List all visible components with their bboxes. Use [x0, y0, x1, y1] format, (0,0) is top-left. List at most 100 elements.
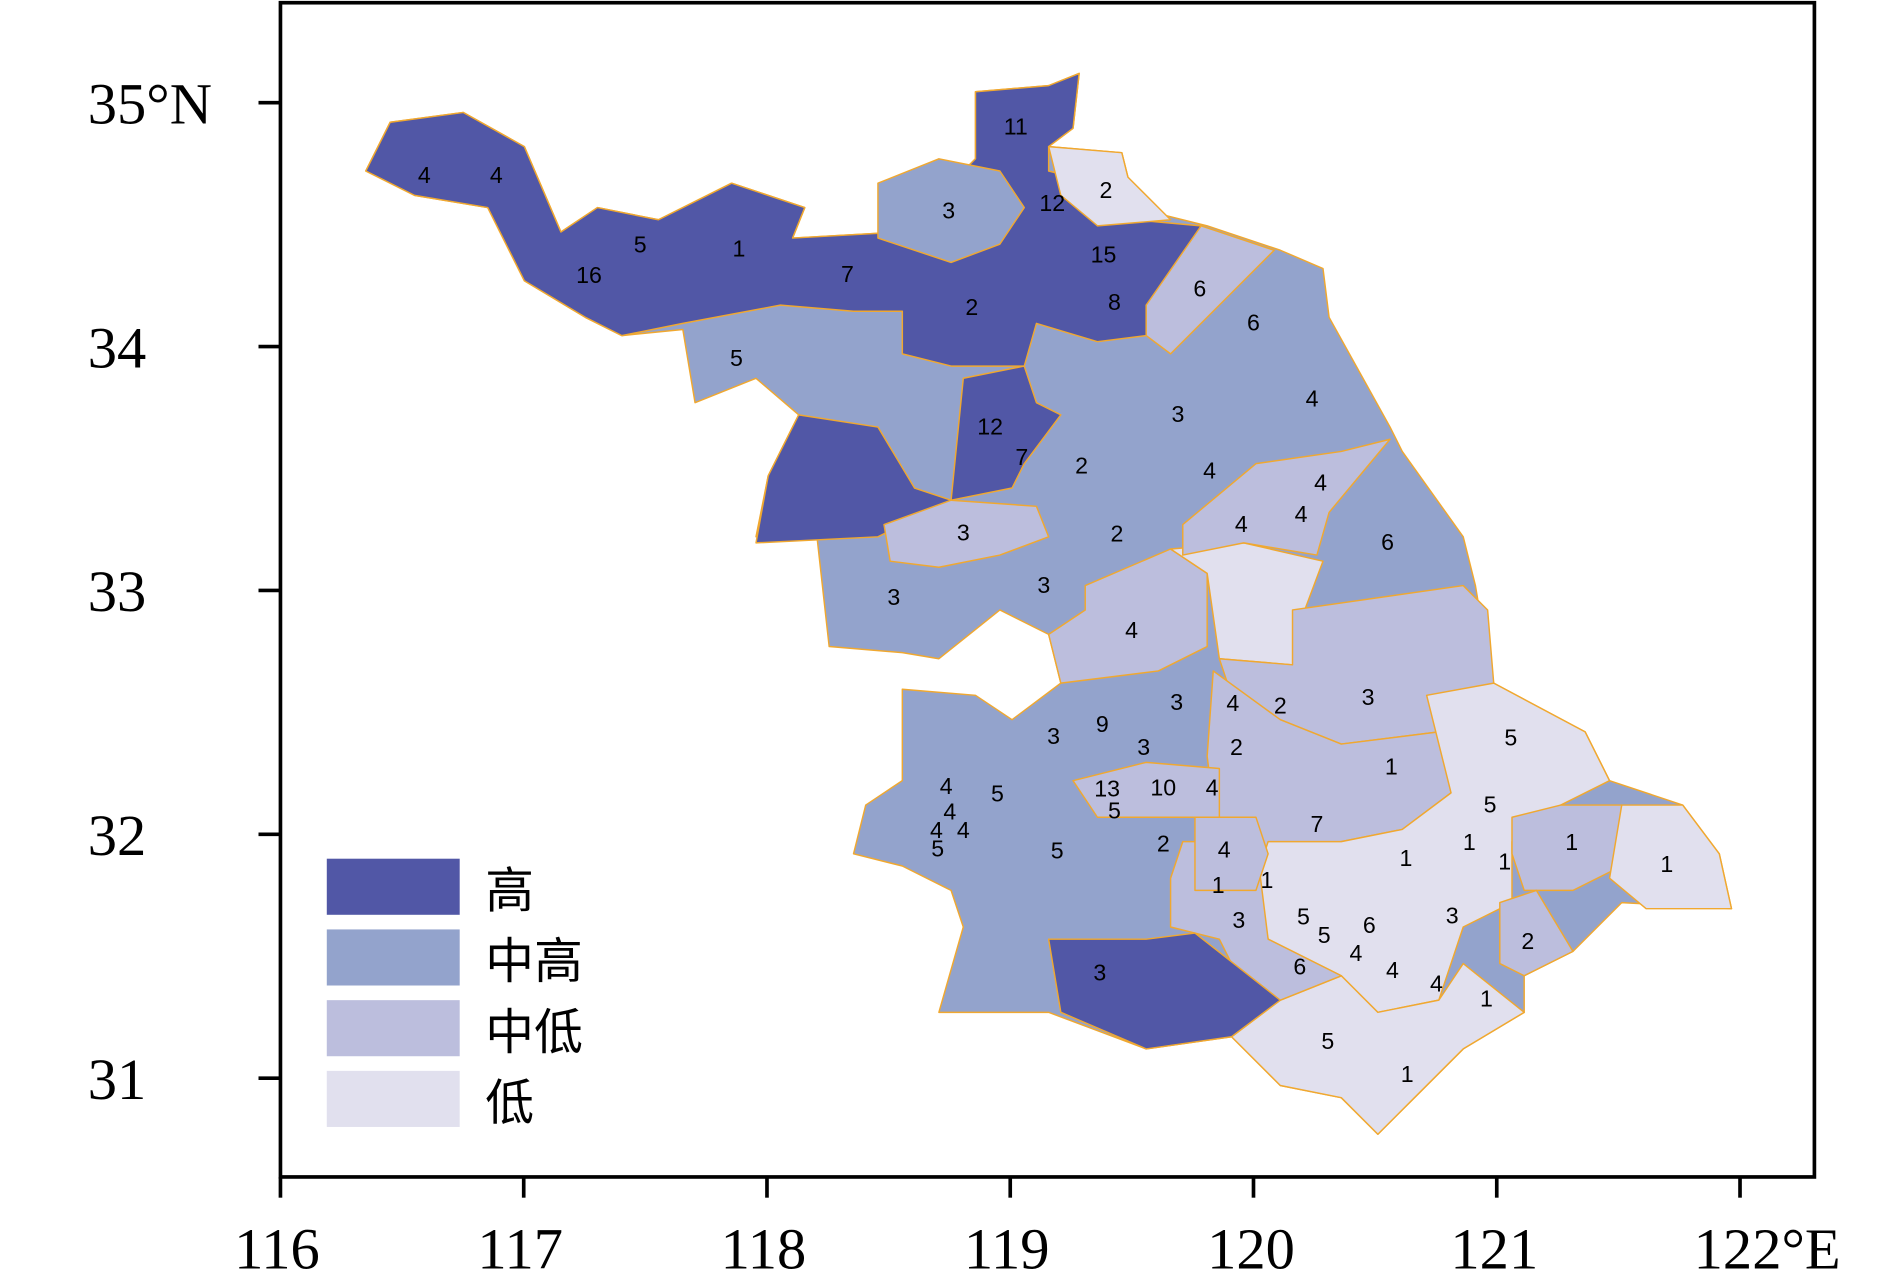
region-value-label: 3 — [1137, 734, 1150, 760]
region-value-label: 6 — [1193, 276, 1206, 302]
region-value-label: 3 — [942, 198, 955, 224]
region-value-label: 1 — [732, 235, 745, 261]
region-value-label: 4 — [1386, 957, 1399, 983]
region-value-label: 4 — [1295, 501, 1308, 527]
region-value-label: 3 — [1446, 902, 1459, 928]
region-value-label: 5 — [931, 835, 944, 861]
y-tick-label: 34 — [88, 315, 147, 380]
region-value-label: 3 — [1093, 960, 1106, 986]
region-value-label: 2 — [1157, 830, 1170, 856]
region-value-label: 4 — [943, 799, 956, 825]
region-value-label: 3 — [957, 519, 970, 545]
region-value-label: 1 — [1463, 829, 1476, 855]
region-mid-low — [1194, 816, 1269, 892]
region-value-label: 5 — [1051, 838, 1064, 864]
region-value-label: 5 — [1297, 904, 1310, 930]
legend-swatch-high — [326, 858, 460, 915]
region-value-label: 4 — [1235, 511, 1248, 537]
region-value-label: 9 — [1096, 711, 1109, 737]
region-low — [1608, 804, 1733, 910]
region-value-label: 1 — [1401, 1061, 1414, 1087]
region-value-label: 4 — [418, 162, 431, 188]
region-value-label: 5 — [1504, 724, 1517, 750]
x-tick-label: 121 — [1450, 1216, 1538, 1276]
y-axis: 35°N 34 33 32 31 — [88, 71, 281, 1112]
y-tick-label: 31 — [88, 1047, 147, 1112]
region-value-label: 13 — [1094, 776, 1120, 802]
region-value-label: 7 — [841, 261, 854, 287]
region-value-label: 1 — [1399, 845, 1412, 871]
map-regions — [365, 72, 1733, 1136]
region-mid-high — [877, 158, 1025, 264]
region-value-label: 1 — [1565, 829, 1578, 855]
region-value-label: 2 — [1230, 734, 1243, 760]
region-value-label: 1 — [1212, 872, 1225, 898]
x-axis: 116 117 118 119 120 121 122°E — [234, 1176, 1841, 1276]
region-high — [1047, 932, 1282, 1050]
region-high — [950, 365, 1062, 501]
region-value-label: 4 — [1306, 385, 1319, 411]
x-tick-label: 118 — [721, 1216, 807, 1276]
region-value-label: 3 — [887, 584, 900, 610]
region-value-label: 16 — [576, 262, 602, 288]
region-value-label: 5 — [1484, 791, 1497, 817]
region-value-label: 4 — [1314, 469, 1327, 495]
region-value-label: 6 — [1363, 912, 1376, 938]
region-value-label: 11 — [1004, 113, 1028, 139]
x-tick-label: 116 — [234, 1216, 320, 1276]
legend-label: 低 — [485, 1075, 534, 1132]
legend-swatch-mid-low — [326, 1000, 460, 1057]
region-value-label: 4 — [1349, 940, 1362, 966]
region-value-label: 5 — [1318, 922, 1331, 948]
region-value-label: 10 — [1150, 774, 1176, 800]
y-tick-label: 32 — [88, 803, 147, 868]
legend-label: 中低 — [485, 1004, 583, 1061]
region-value-label: 4 — [930, 817, 943, 843]
region-value-label: 3 — [1362, 684, 1375, 710]
region-value-label: 12 — [977, 413, 1003, 439]
y-tick-label: 33 — [88, 559, 147, 624]
region-mid-low — [1145, 225, 1275, 355]
region-value-label: 15 — [1091, 241, 1117, 267]
region-value-label: 3 — [1171, 401, 1184, 427]
region-value-label: 5 — [1321, 1028, 1334, 1054]
region-value-label: 2 — [1075, 452, 1088, 478]
x-tick-label: 120 — [1207, 1216, 1295, 1276]
region-mid-low — [1511, 804, 1623, 892]
x-tick-label: 119 — [964, 1216, 1050, 1276]
region-mid-low — [1182, 438, 1391, 556]
legend-swatch-low — [326, 1070, 460, 1127]
region-value-label: 4 — [1206, 774, 1219, 800]
region-value-label: 4 — [1430, 971, 1443, 997]
region-value-label: 5 — [1108, 797, 1121, 823]
region-value-label: 3 — [1232, 907, 1245, 933]
x-tick-label: 117 — [477, 1216, 563, 1276]
region-value-label: 4 — [940, 773, 953, 799]
region-low — [1047, 145, 1172, 227]
legend-label: 中高 — [485, 933, 583, 990]
region-value-label: 1 — [1498, 849, 1511, 875]
region-value-label: 3 — [1047, 723, 1060, 749]
region-value-label: 2 — [1100, 177, 1113, 203]
region-value-label: 4 — [1203, 457, 1216, 483]
y-tick-label: 35°N — [88, 71, 212, 136]
region-value-label: 12 — [1039, 190, 1065, 216]
region-value-label: 2 — [1274, 693, 1287, 719]
region-value-label: 7 — [1310, 811, 1323, 837]
region-value-label: 3 — [1037, 572, 1050, 598]
region-mid-low — [1499, 889, 1574, 977]
region-value-label: 3 — [1170, 689, 1183, 715]
region-value-label: 4 — [957, 817, 970, 843]
region-value-label: 4 — [1125, 617, 1138, 643]
region-value-label: 6 — [1381, 529, 1394, 555]
legend-swatch-mid-high — [326, 929, 460, 986]
region-mid-low — [883, 499, 1050, 569]
region-value-label: 4 — [490, 162, 503, 188]
region-value-label: 1 — [1660, 851, 1673, 877]
region-value-label: 1 — [1385, 754, 1398, 780]
region-value-label: 1 — [1480, 985, 1493, 1011]
